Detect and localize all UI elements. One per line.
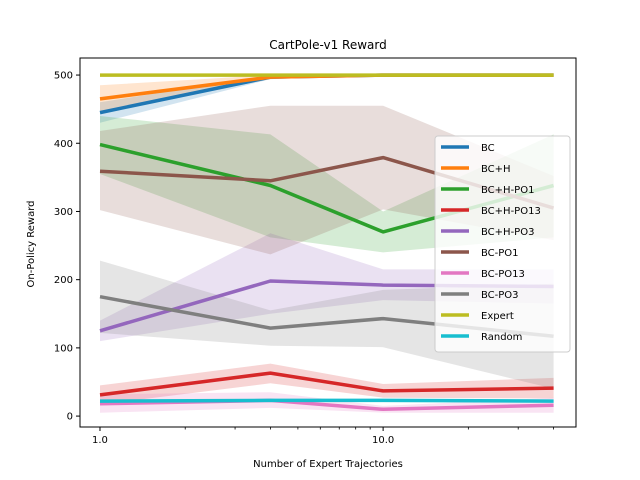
chart-title: CartPole-v1 Reward — [269, 38, 387, 52]
y-tick-label: 100 — [54, 343, 73, 354]
legend-label-bc-h: BC+H — [481, 164, 511, 175]
legend-label-bc-po13: BC-PO13 — [481, 269, 525, 280]
y-tick-label: 400 — [54, 139, 73, 150]
y-tick-label: 200 — [54, 275, 73, 286]
x-tick-label: 1.0 — [92, 435, 108, 446]
legend-label-bc: BC — [481, 143, 495, 154]
legend: BC BC+H BC+H-PO1 BC+H-PO13 BC+H-PO3 BC-PO1 BC-… — [434, 135, 571, 353]
line-random — [99, 398, 554, 403]
legend-label-bc-h-po3: BC+H-PO3 — [481, 227, 534, 238]
legend-label-bc-po1: BC-PO1 — [481, 248, 519, 259]
line-bc-h-po13 — [99, 371, 554, 397]
y-tick-label: 300 — [54, 207, 73, 218]
y-axis-label: On-Policy Reward — [26, 200, 37, 287]
legend-label-expert: Expert — [481, 311, 514, 322]
x-tick-label: 10.0 — [372, 435, 394, 446]
series-lines — [99, 73, 555, 412]
plot-frame — [79, 57, 577, 428]
legend-label-bc-po3: BC-PO3 — [481, 290, 519, 301]
band-bc-h-po3 — [100, 233, 554, 342]
y-tick-label: 0 — [67, 412, 73, 423]
band-bc-h-po13 — [100, 363, 554, 405]
legend-label-bc-h-po13: BC+H-PO13 — [481, 206, 541, 217]
legend-label-random: Random — [481, 332, 522, 343]
band-bc — [100, 75, 554, 123]
legend-label-bc-h-po1: BC+H-PO1 — [481, 185, 534, 196]
y-tick-label: 500 — [54, 71, 73, 82]
axes: 0 100 200 300 400 500 1.0 10.0 — [54, 57, 577, 446]
x-axis-label: Number of Expert Trajectories — [253, 459, 403, 470]
